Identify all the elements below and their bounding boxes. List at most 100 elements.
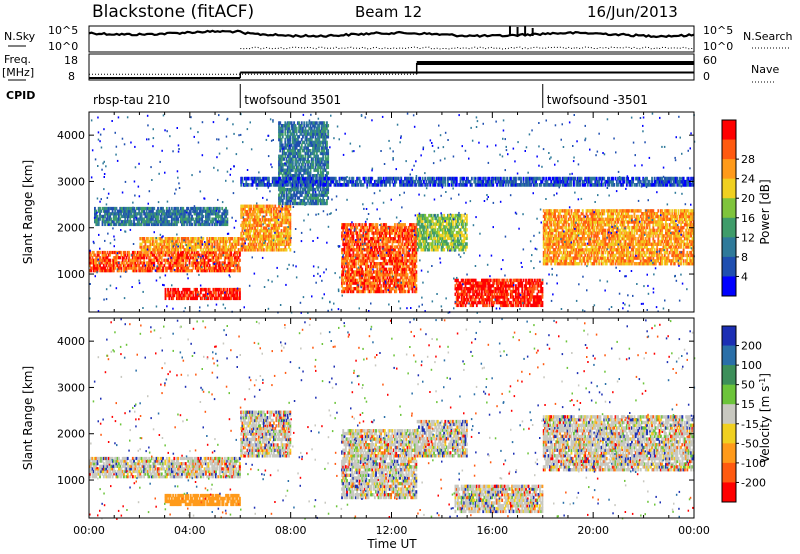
colorbar-swatch — [722, 178, 736, 199]
noise-right-tick-top: 10^5 — [703, 24, 733, 37]
colorbar-tick-label: 28 — [741, 153, 755, 166]
power-colorbar-label: Power [dB] — [758, 179, 772, 244]
power-band-1 — [94, 206, 229, 227]
colorbar-swatch — [722, 482, 736, 503]
power-band-2 — [139, 237, 241, 252]
velocity-y-tick-label: 4000 — [57, 335, 85, 348]
freq-tick-bottom: 8 — [68, 70, 75, 83]
power-y-tick-label: 3000 — [57, 175, 85, 188]
colorbar-tick-label: 8 — [741, 251, 748, 264]
colorbar-swatch — [722, 462, 736, 483]
nave-trace — [89, 61, 694, 75]
power-band-10 — [240, 176, 695, 187]
x-tick-label: 04:00 — [174, 524, 206, 537]
colorbar-tick-label: -100 — [741, 457, 766, 470]
colorbar-swatch — [722, 345, 736, 366]
power-ylabel: Slant Range [km] — [21, 160, 35, 264]
x-tick-label: 08:00 — [275, 524, 307, 537]
velocity-heatmap — [89, 318, 696, 520]
colorbar-swatch — [722, 159, 736, 180]
power-band-4 — [240, 204, 292, 252]
velocity-ylabel: Slant Range [km] — [21, 366, 35, 470]
freq-label-1: Freq. — [4, 53, 31, 66]
colorbar-swatch — [722, 198, 736, 219]
noise-left-tick-bottom: 10^0 — [48, 40, 78, 53]
x-tick-label: 20:00 — [577, 524, 609, 537]
freq-trace — [89, 71, 694, 79]
colorbar-swatch — [722, 256, 736, 277]
velocity-band-2 — [240, 410, 292, 458]
colorbar-tick-label: 50 — [741, 379, 755, 392]
power-y-tick-label: 4000 — [57, 129, 85, 142]
freq-label-2: [MHz] — [2, 66, 34, 79]
colorbar-swatch — [722, 276, 736, 297]
power-y-tick-label: 2000 — [57, 222, 85, 235]
colorbar-swatch — [722, 120, 736, 141]
power-heatmap — [89, 112, 696, 314]
power-band-8 — [454, 278, 544, 308]
colorbar-swatch — [722, 365, 736, 386]
title-right: 16/Jun/2013 — [587, 3, 678, 21]
title-center: Beam 12 — [355, 3, 422, 21]
cpid-program-1: twofsound 3501 — [244, 93, 341, 107]
noise-right-tick-bottom: 10^0 — [703, 40, 733, 53]
velocity-colorbar-label: Velocity [m s-1] — [758, 373, 773, 463]
nave-tick-top: 60 — [703, 54, 717, 67]
velocity-band-4 — [416, 419, 468, 458]
colorbar-tick-label: 24 — [741, 173, 755, 186]
colorbar-swatch — [722, 139, 736, 160]
nave-label: Nave — [751, 63, 779, 76]
colorbar-tick-label: -200 — [741, 476, 766, 489]
colorbar-tick-label: 200 — [741, 340, 762, 353]
colorbar-swatch — [722, 384, 736, 405]
colorbar-tick-label: -50 — [741, 437, 759, 450]
velocity-band-3 — [341, 429, 418, 500]
colorbar-tick-label: -15 — [741, 418, 759, 431]
noise-right-label: N.Search — [743, 30, 793, 43]
power-panel: 1000 2000 3000 4000 Slant Range [km] 4 8 12 16… — [21, 111, 772, 314]
velocity-y-tick-label: 3000 — [57, 381, 85, 394]
noise-panel: N.Sky 10^5 10^0 10^5 10^0 N.Search — [4, 24, 793, 53]
noise-left-tick-top: 10^5 — [48, 24, 78, 37]
power-y-tick-label: 1000 — [57, 268, 85, 281]
noise-left-label: N.Sky — [4, 30, 36, 43]
x-tick-label: 00:00 — [678, 524, 710, 537]
noise-search-line — [240, 46, 695, 50]
x-tick-label: 00:00 — [73, 524, 105, 537]
velocity-y-tick-label: 1000 — [57, 474, 85, 487]
colorbar-tick-label: 15 — [741, 398, 755, 411]
power-band-3 — [164, 287, 241, 301]
colorbar-swatch — [722, 443, 736, 464]
x-tick-label: 16:00 — [476, 524, 508, 537]
velocity-band-1 — [164, 493, 241, 507]
title-left: Blackstone (fitACF) — [92, 2, 254, 22]
velocity-panel: 1000 2000 3000 4000 00:00 04:00 08:00 12:00 16:… — [21, 317, 773, 551]
power-scatter — [89, 112, 696, 314]
colorbar-swatch — [722, 404, 736, 425]
velocity-band-6 — [542, 415, 695, 472]
power-band-7 — [416, 213, 468, 252]
freq-tick-top: 18 — [64, 54, 78, 67]
power-band-0 — [89, 250, 241, 273]
colorbar-tick-label: 100 — [741, 359, 762, 372]
time-axis-label: Time UT — [366, 537, 417, 551]
colorbar-tick-label: 20 — [741, 192, 755, 205]
noise-sky-trace — [88, 26, 695, 39]
colorbar-swatch — [722, 217, 736, 238]
colorbar-swatch — [722, 326, 736, 347]
cpid-label: CPID — [6, 89, 35, 102]
colorbar-swatch — [722, 423, 736, 444]
cpid-program-0: rbsp-tau 210 — [93, 93, 170, 107]
freq-panel: Freq. [MHz] 18 8 60 0 Nave — [2, 53, 779, 83]
cpid-program-2: twofsound -3501 — [547, 93, 648, 107]
colorbar-swatch — [722, 237, 736, 258]
velocity-scatter — [89, 318, 696, 520]
velocity-y-tick-label: 2000 — [57, 428, 85, 441]
power-band-9 — [542, 209, 695, 266]
colorbar-tick-label: 12 — [741, 231, 755, 244]
noise-search-trace — [240, 46, 695, 50]
velocity-colorbar: 200 100 50 15 -15 -50 -100 -200 — [721, 325, 766, 503]
noise-sky-line — [88, 29, 695, 39]
colorbar-tick-label: 4 — [741, 270, 748, 283]
